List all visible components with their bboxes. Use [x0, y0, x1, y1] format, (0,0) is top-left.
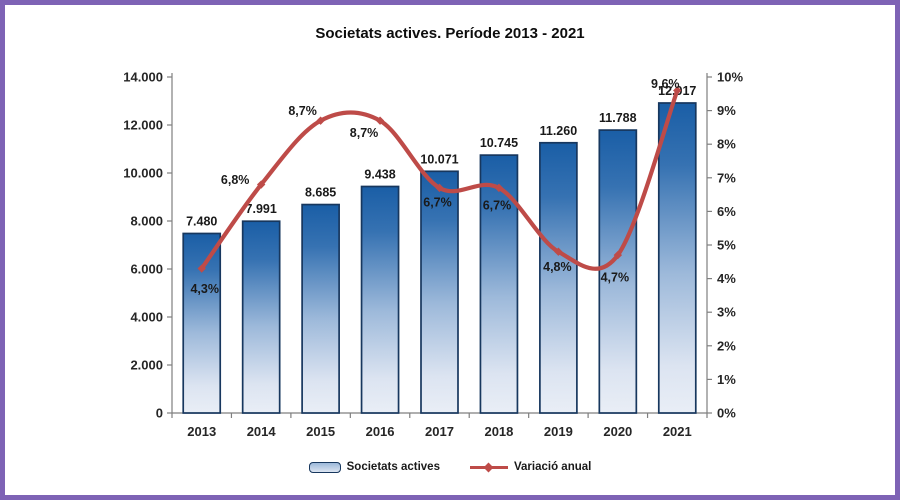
diamond-marker-icon — [484, 462, 494, 472]
line-label-2015: 8,7% — [288, 104, 317, 118]
bar-label-2016: 9.438 — [364, 167, 395, 181]
y-axis-right-label-6%: 6% — [717, 204, 736, 219]
y-axis-right-label-1%: 1% — [717, 372, 736, 387]
bar-2021 — [657, 102, 697, 414]
x-axis-label-2013: 2013 — [187, 424, 216, 439]
bar-label-2013: 7.480 — [186, 214, 217, 228]
y-axis-right-label-2%: 2% — [717, 338, 736, 353]
line-label-2013: 4,3% — [190, 282, 219, 296]
legend-label-societats-actives: Societats actives — [346, 461, 440, 473]
line-label-2014: 6,8% — [221, 173, 250, 187]
y-axis-left-label-8.000: 8.000 — [130, 214, 163, 229]
legend-item-societats-actives: Societats actives — [308, 461, 440, 473]
y-axis-left-label-4.000: 4.000 — [130, 310, 163, 325]
legend-label-variacio-anual: Variació anual — [513, 461, 592, 473]
line-label-2017: 6,7% — [423, 195, 452, 209]
line-point-2013 — [197, 264, 206, 273]
bar-label-2020: 11.788 — [599, 111, 637, 125]
x-axis-label-2016: 2016 — [366, 424, 395, 439]
y-axis-left-label-12.000: 12.000 — [123, 118, 163, 133]
bar-2014 — [241, 220, 281, 414]
bar-2018 — [479, 154, 519, 414]
y-axis-right-label-7%: 7% — [717, 170, 736, 185]
y-axis-right-label-5%: 5% — [717, 238, 736, 253]
x-axis-label-2021: 2021 — [663, 424, 692, 439]
bar-label-2018: 10.745 — [480, 136, 518, 150]
y-axis-left-label-0: 0 — [156, 406, 163, 421]
x-axis-label-2017: 2017 — [425, 424, 454, 439]
line-label-2020: 4,7% — [601, 271, 630, 285]
x-axis-label-2018: 2018 — [484, 424, 513, 439]
x-axis-label-2015: 2015 — [306, 424, 335, 439]
bar-2020 — [598, 129, 638, 414]
line-point-2015 — [316, 116, 325, 125]
line-swatch-icon — [469, 462, 508, 472]
line-point-2021 — [673, 86, 682, 95]
y-axis-right-label-3%: 3% — [717, 305, 736, 320]
chart-plot-area: 0 2.000 4.000 6.000 8.000 10.000 12.000 14.000 0… — [123, 70, 743, 440]
x-axis-label-2019: 2019 — [544, 424, 573, 439]
bar-label-2014: 7.991 — [246, 202, 277, 216]
bar-2016 — [360, 185, 400, 414]
y-axis-right-label-10%: 10% — [717, 70, 743, 85]
line-point-2016 — [375, 116, 385, 125]
legend-item-variacio-anual: Variació anual — [469, 461, 592, 473]
y-axis-left-label-2.000: 2.000 — [130, 358, 163, 373]
bar-2019 — [539, 141, 578, 414]
line-label-2018: 6,7% — [483, 198, 512, 212]
bar-swatch-icon — [308, 461, 341, 473]
x-axis-label-2020: 2020 — [603, 424, 632, 439]
line-label-2019: 4,8% — [543, 260, 572, 274]
y-axis-right-label-4%: 4% — [717, 271, 736, 286]
line-label-2021: 9,6% — [651, 77, 680, 91]
bar-2017 — [420, 170, 459, 414]
chart-title: Societats actives. Període 2013 - 2021 — [315, 25, 585, 42]
line-point-2018 — [494, 183, 504, 193]
y-axis-right-label-0%: 0% — [717, 406, 736, 421]
line-point-2017 — [435, 183, 444, 193]
y-axis-left-label-10.000: 10.000 — [123, 166, 163, 181]
y-axis-left-label-14.000: 14.000 — [123, 70, 163, 85]
line-point-2020 — [613, 250, 623, 260]
bar-2015 — [301, 203, 340, 414]
bar-label-2019: 11.260 — [540, 124, 578, 138]
x-axis-label-2014: 2014 — [247, 424, 277, 439]
y-axis-right-label-9%: 9% — [717, 103, 736, 118]
legend: Societats actives Variació anual — [5, 461, 895, 473]
y-axis-right-label-8%: 8% — [717, 137, 736, 152]
line-point-2019 — [554, 247, 563, 256]
bar-label-2017: 10.071 — [420, 152, 458, 166]
bar-2013 — [182, 232, 222, 414]
line-point-2014 — [256, 180, 266, 189]
line-label-2016: 8,7% — [350, 126, 379, 140]
y-axis-left-label-6.000: 6.000 — [130, 262, 163, 277]
bar-label-2015: 8.685 — [305, 186, 336, 200]
